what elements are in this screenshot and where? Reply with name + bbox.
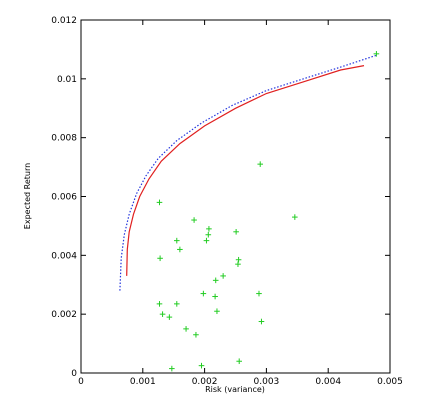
scatter-point [235, 261, 241, 267]
scatter-point [214, 308, 220, 315]
x-tick-label: 0.004 [315, 377, 341, 387]
scatter-points [156, 51, 380, 372]
scatter-point [159, 311, 166, 317]
x-tick-label: 0.001 [130, 377, 156, 387]
x-tick-label: 0 [78, 377, 84, 387]
frontier-line-solid [126, 65, 365, 276]
y-tick-label: 0.012 [51, 16, 77, 26]
scatter-point [258, 318, 265, 325]
x-axis-label: Risk (variance) [205, 385, 265, 394]
frontier-line-dotted [119, 54, 377, 291]
scatter-point [173, 237, 180, 244]
y-tick-label: 0.004 [51, 251, 77, 261]
y-tick-label: 0 [71, 369, 77, 379]
x-tick-label: 0.003 [254, 377, 280, 387]
scatter-point [257, 161, 264, 167]
scatter-point [166, 314, 173, 320]
scatter-point [177, 246, 183, 253]
plot-frame [80, 19, 391, 374]
scatter-point [220, 273, 226, 279]
y-tick-label: 0.008 [51, 134, 77, 144]
scatter-point [169, 365, 175, 372]
y-tick-label: 0.002 [51, 310, 77, 320]
scatter-point [156, 199, 163, 206]
axis-ticks: 0 0.001 0.002 0.003 0.004 0.005 0 0.002 0.004 0.0… [51, 16, 403, 387]
y-axis-label: Expected Return [23, 163, 32, 229]
scatter-point [206, 226, 212, 232]
scatter-point [212, 293, 218, 300]
scatter-point [256, 290, 262, 297]
scatter-point [236, 358, 243, 365]
scatter-point [212, 277, 219, 284]
scatter-point [233, 229, 239, 235]
scatter-point [292, 214, 298, 220]
scatter-point [200, 290, 207, 297]
x-tick-label: 0.002 [192, 377, 218, 387]
x-tick-label: 0.005 [377, 377, 403, 387]
scatter-point [203, 237, 210, 244]
scatter-point [373, 51, 380, 57]
scatter-point [157, 255, 163, 262]
scatter-point [156, 301, 163, 307]
y-tick-label: 0.006 [51, 193, 77, 203]
y-tick-label: 0.01 [57, 75, 77, 85]
series-lines [119, 54, 377, 291]
scatter-point [193, 331, 199, 338]
scatter-point [198, 362, 205, 369]
scatter-point [235, 256, 242, 263]
scatter-point [183, 326, 189, 332]
scatter-point [173, 301, 180, 307]
scatter-point [191, 217, 197, 223]
scatter-point [205, 231, 212, 238]
